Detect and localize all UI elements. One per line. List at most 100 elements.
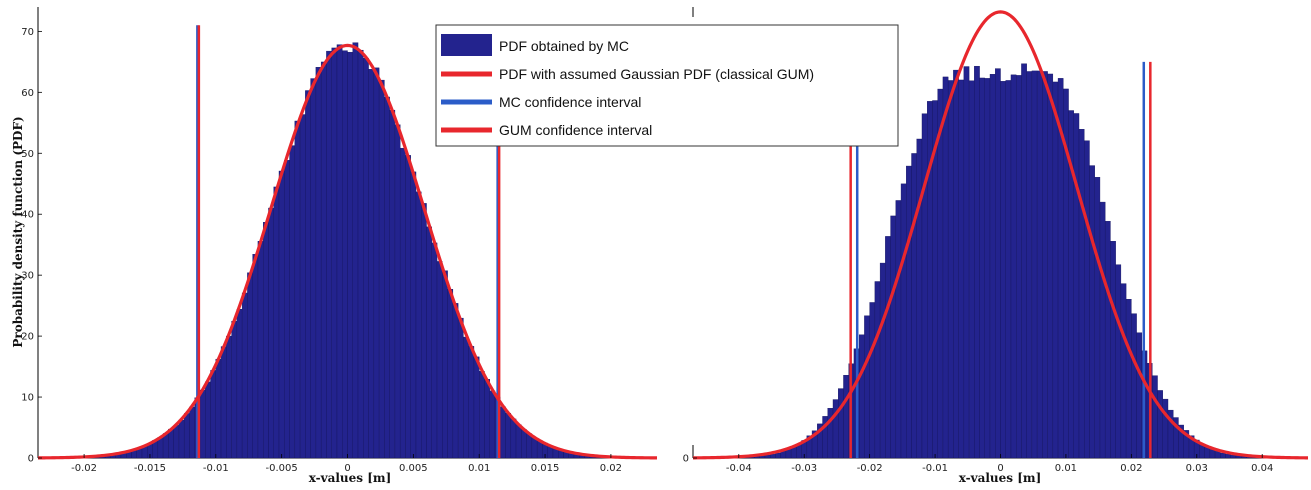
y-tick-label: 60 (21, 88, 34, 99)
histogram-bar (226, 335, 232, 459)
histogram-bar (968, 80, 975, 459)
histogram-bar (231, 320, 238, 459)
histogram-bar (775, 452, 781, 459)
histogram-bar (832, 399, 839, 459)
left-y-axis-label: Probability density function (PDF) (11, 116, 25, 347)
histogram-bar (1084, 140, 1090, 459)
histogram-bar (864, 315, 870, 459)
histogram-bar (869, 302, 876, 459)
histogram-bar (984, 78, 991, 459)
histogram-bar (299, 114, 306, 459)
x-tick-label: 0.005 (399, 463, 428, 474)
histogram-bar (1157, 390, 1163, 459)
histogram-bar (515, 424, 522, 459)
histogram-bar (995, 68, 1001, 459)
left-x-axis-label: x-values [m] (309, 471, 392, 485)
histogram-bar (942, 76, 949, 459)
histogram-bar (320, 61, 327, 459)
histogram-bar (1073, 113, 1080, 459)
histogram-bar (1089, 165, 1095, 459)
x-tick-label: -0.01 (922, 463, 948, 474)
histogram-bar (526, 433, 533, 459)
histogram-bar (373, 67, 380, 459)
histogram-bar (268, 207, 274, 459)
left-panel: -0.02 -0.015 -0.01 -0.005 0 0.005 0.01 0.015 0.0… (11, 7, 658, 485)
histogram-bar (1115, 264, 1122, 459)
histogram-bar (916, 138, 923, 459)
histogram-bar (252, 254, 259, 459)
histogram-bar (210, 370, 216, 459)
histogram-bar (531, 437, 538, 459)
histogram-bar (937, 88, 944, 459)
histogram-bar (415, 191, 422, 459)
legend-entry-gum-pdf: PDF with assumed Gaussian PDF (classical… (441, 66, 814, 82)
histogram-bar (1162, 398, 1169, 459)
histogram-bar (479, 371, 485, 459)
histogram-bar (310, 78, 317, 459)
histogram-bar (1005, 80, 1012, 459)
y-tick-label: 0 (683, 454, 689, 465)
y-tick-label: 0 (28, 454, 34, 465)
histogram-bar (858, 334, 865, 459)
legend: PDF obtained by MC PDF with assumed Gaus… (435, 24, 899, 147)
histogram-bar (463, 336, 469, 459)
histogram-bar (294, 120, 301, 459)
histogram-bar (505, 412, 512, 459)
histogram-bar (263, 222, 269, 459)
histogram-bar (1214, 451, 1221, 459)
histogram-bar (890, 215, 897, 459)
histogram-bar (205, 381, 211, 459)
histogram-bar (178, 419, 185, 459)
histogram-bar (1000, 81, 1006, 459)
histogram-bar (1078, 129, 1085, 459)
histogram-bar (874, 281, 881, 459)
histogram-bar (436, 261, 443, 459)
right-gaussian (692, 10, 1309, 460)
histogram-bar (426, 226, 432, 459)
left-x-ticks: -0.02 -0.015 -0.01 -0.005 0 0.005 0.01 0.015 0.0… (71, 454, 622, 474)
histogram-bar (457, 317, 464, 459)
histogram-bar (906, 165, 912, 459)
histogram-bar (183, 413, 190, 459)
histogram-bar (1125, 299, 1132, 459)
x-tick-label: -0.015 (134, 463, 166, 474)
legend-entry-mc-pdf: PDF obtained by MC (441, 34, 629, 56)
histogram-bar (489, 390, 496, 459)
histogram-bar (284, 160, 290, 459)
histogram-bar (442, 270, 448, 459)
gaussian-curve (692, 10, 1309, 460)
legend-label-gum-pdf: PDF with assumed Gaussian PDF (classical… (499, 66, 814, 82)
histogram-bar (473, 356, 480, 459)
x-tick-label: -0.005 (266, 463, 298, 474)
histogram-bar (342, 50, 348, 459)
left-histogram (57, 42, 638, 459)
y-tick-label: 20 (21, 332, 34, 343)
histogram-bar (162, 433, 169, 459)
histogram-bar (1131, 313, 1137, 459)
histogram-bar (378, 79, 385, 459)
x-tick-label: 0 (344, 463, 350, 474)
legend-label-mc-interval: MC confidence interval (499, 94, 641, 110)
histogram-bar (895, 200, 902, 459)
histogram-bar (1099, 201, 1106, 459)
x-tick-label: 0.02 (600, 463, 622, 474)
histogram-bar (305, 90, 311, 459)
histogram-bar (357, 49, 364, 459)
histogram-bar (785, 449, 792, 459)
histogram-bar (1104, 221, 1111, 459)
histogram-bar (1016, 75, 1022, 459)
y-tick-label: 70 (21, 27, 34, 38)
histogram-bar (410, 171, 417, 459)
histogram-bar (1209, 449, 1216, 459)
histogram-bar (953, 69, 959, 459)
histogram-bar (1110, 241, 1116, 459)
legend-label-gum-interval: GUM confidence interval (499, 122, 652, 138)
x-tick-label: -0.02 (71, 463, 97, 474)
y-tick-label: 50 (21, 149, 34, 160)
histogram-bar (368, 69, 375, 459)
x-tick-label: -0.01 (203, 463, 229, 474)
histogram-bar (220, 346, 227, 459)
histogram-bar (1031, 70, 1038, 459)
legend-label-mc-pdf: PDF obtained by MC (499, 38, 629, 54)
